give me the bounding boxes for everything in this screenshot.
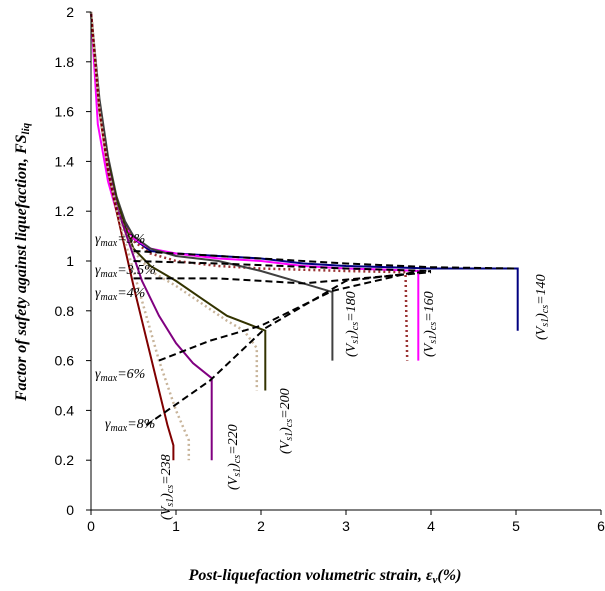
x-tick-label-6: 6 [597, 518, 605, 534]
vs-label-0: (Vs1)cs=140 [534, 274, 551, 340]
y-tick-label-2: 0.4 [55, 402, 75, 418]
y-axis-title: Factor of safety against liquefaction, F… [13, 122, 32, 402]
x-tick-label-1: 1 [172, 518, 180, 534]
y-tick-label-0: 0 [66, 502, 74, 518]
vs-label-3: (Vs1)cs=200 [278, 388, 295, 454]
gamma-curves-layer [133, 250, 517, 427]
gamma-max-curve-3 [158, 270, 419, 362]
y-tick-label-8: 1.6 [55, 104, 75, 120]
y-tick-label-6: 1.2 [55, 203, 75, 219]
x-axis-title: Post-liquefaction volumetric strain, εv(… [188, 567, 462, 586]
y-tick-label-9: 1.8 [55, 54, 75, 70]
vs-label-4: (Vs1)cs=220 [226, 424, 243, 490]
y-tick-label-5: 1 [66, 253, 74, 269]
x-tick-label-2: 2 [257, 518, 265, 534]
y-tick-label-3: 0.6 [55, 353, 75, 369]
gamma-max-label-2: γmax=4% [95, 286, 145, 303]
gamma-max-label-1: γmax=3.5% [95, 263, 156, 280]
vs-label-5: (Vs1)cs=238 [159, 454, 176, 520]
series-line-8 [89, 11, 191, 461]
x-tick-label-4: 4 [427, 518, 435, 534]
axes-layer: 0 1 2 3 4 5 6 0 0.2 0.4 0.6 0.8 1 1.2 1.4 1.6 1.8 2 [55, 4, 605, 534]
annotations-layer: γmax=3% γmax=3.5% γmax=4% γmax=6% γmax=8% (Vs… [95, 232, 551, 520]
gamma-max-label-0: γmax=3% [95, 232, 145, 249]
y-tick-label-10: 2 [66, 4, 74, 20]
x-tick-label-5: 5 [512, 518, 520, 534]
gamma-max-curve-1 [133, 260, 432, 272]
y-tick-label-1: 0.2 [55, 452, 75, 468]
x-tick-label-3: 3 [342, 518, 350, 534]
vs-label-1: (Vs1)cs=160 [422, 291, 439, 357]
gamma-max-label-4: γmax=8% [105, 417, 155, 434]
gamma-max-label-3: γmax=6% [95, 367, 145, 384]
y-tick-label-7: 1.4 [55, 153, 75, 169]
y-tick-label-4: 0.8 [55, 303, 75, 319]
gamma-max-curve-4 [145, 270, 432, 427]
series-line-1 [90, 11, 420, 361]
vs-label-2: (Vs1)cs=180 [344, 291, 361, 357]
x-tick-label-0: 0 [87, 518, 95, 534]
series-layer [89, 11, 519, 461]
gamma-max-curve-0 [133, 250, 517, 270]
